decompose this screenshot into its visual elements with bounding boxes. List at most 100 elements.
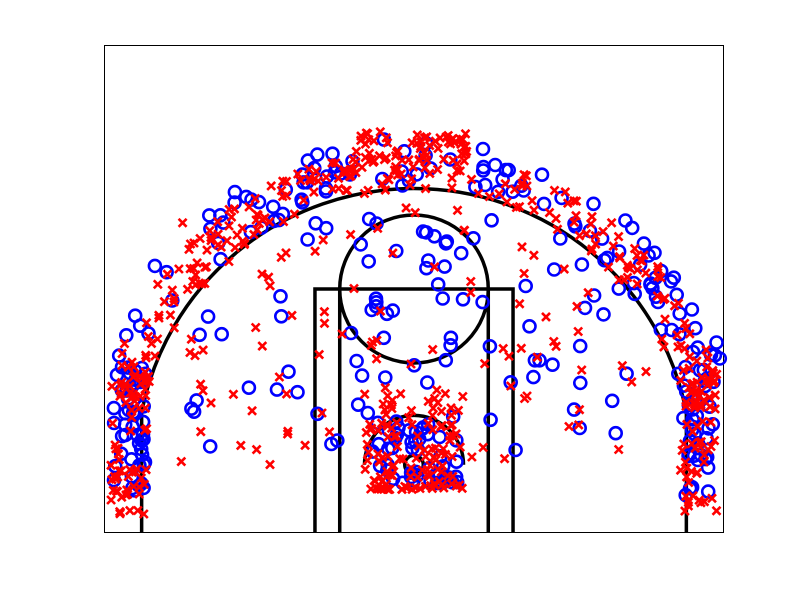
missed-shot-point: [448, 155, 459, 166]
made-shot-point: [482, 338, 498, 354]
made-shot-point: [203, 221, 218, 237]
missed-shot-point: [632, 264, 643, 275]
made-shot-point: [438, 352, 454, 368]
missed-shot-point: [548, 336, 559, 347]
missed-shot-point: [263, 272, 274, 283]
missed-shot-point: [640, 268, 651, 279]
missed-shot-point: [562, 198, 573, 209]
missed-shot-point: [658, 341, 669, 352]
missed-shot-point: [286, 310, 297, 321]
missed-shot-point: [678, 439, 689, 449]
missed-shot-point: [141, 352, 152, 363]
missed-shot-point: [420, 183, 431, 194]
missed-shot-point: [387, 248, 398, 259]
missed-shot-point: [459, 141, 470, 152]
missed-shot-point: [635, 255, 646, 266]
missed-shot-point: [140, 384, 151, 395]
missed-shot-point: [710, 403, 721, 414]
missed-shot-point: [251, 444, 262, 455]
missed-shot-point: [479, 358, 490, 369]
made-shot-point: [118, 405, 133, 421]
missed-shot-point: [146, 338, 157, 349]
missed-shot-point: [276, 252, 287, 263]
missed-shot-point: [250, 193, 261, 204]
missed-shot-point: [521, 181, 532, 191]
missed-shot-point: [660, 314, 670, 325]
missed-shot-point: [572, 301, 582, 312]
missed-shot-point: [587, 244, 597, 255]
missed-shot-point: [125, 387, 136, 398]
made-shot-point: [687, 320, 703, 336]
made-shot-point: [701, 421, 716, 436]
missed-shot-point: [162, 269, 173, 280]
missed-shot-point: [198, 385, 208, 396]
missed-shot-point: [295, 175, 306, 186]
made-shot-point: [526, 369, 541, 385]
missed-shot-point: [446, 182, 457, 193]
missed-shot-point: [195, 379, 206, 390]
missed-shot-point: [350, 156, 361, 167]
missed-shot-point: [598, 226, 609, 237]
made-shot-point: [672, 326, 687, 342]
made-shot-point: [159, 264, 174, 280]
missed-shot-point: [641, 366, 651, 377]
missed-shot-point: [141, 376, 152, 387]
missed-shot-point: [321, 172, 332, 183]
missed-shot-point: [436, 448, 447, 459]
missed-shot-point: [318, 234, 329, 245]
missed-shot-point: [406, 359, 416, 369]
made-shot-point: [611, 281, 627, 296]
missed-shot-point: [614, 274, 625, 285]
made-shot-point: [290, 384, 305, 400]
missed-shot-point: [371, 353, 382, 364]
missed-shot-point: [281, 388, 292, 399]
missed-shot-point: [314, 349, 325, 360]
missed-shot-point: [311, 166, 322, 177]
missed-shot-point: [173, 264, 184, 274]
missed-shot-point: [466, 174, 477, 185]
missed-shot-point: [571, 196, 582, 207]
missed-shot-point: [679, 318, 690, 329]
made-shot-point: [466, 231, 481, 246]
missed-shot-point: [413, 441, 424, 452]
made-shot-point: [599, 250, 615, 266]
missed-shot-point: [359, 389, 370, 400]
missed-shot-point: [319, 306, 330, 317]
made-shot-point: [202, 439, 218, 454]
missed-shot-point: [500, 178, 511, 189]
missed-shot-point: [289, 209, 300, 220]
made-shot-point: [134, 447, 150, 462]
missed-shot-point: [613, 231, 624, 242]
missed-shot-point: [701, 344, 712, 355]
made-shot-point: [361, 211, 377, 227]
missed-shot-point: [466, 452, 477, 462]
missed-shot-point: [707, 493, 717, 504]
missed-shot-point: [195, 426, 206, 437]
missed-shot-point: [381, 152, 392, 163]
made-shot-point: [420, 253, 436, 268]
missed-shot-point: [125, 426, 136, 437]
missed-shot-point: [110, 443, 121, 454]
missed-shot-point: [324, 426, 335, 437]
missed-shot-point: [140, 367, 151, 377]
missed-shot-point: [709, 435, 720, 446]
missed-shot-point: [144, 376, 155, 387]
missed-shot-point: [415, 143, 426, 154]
missed-shot-point: [362, 439, 373, 450]
missed-shot-point: [165, 310, 176, 321]
missed-shot-point: [391, 417, 402, 428]
missed-shot-point: [460, 128, 471, 139]
missed-shot-point: [128, 481, 139, 492]
missed-shot-point: [564, 421, 574, 432]
missed-shot-point: [319, 318, 330, 329]
missed-shot-point: [213, 229, 224, 240]
missed-shot-point: [351, 146, 362, 157]
missed-shot-point: [457, 134, 468, 145]
missed-shot-point: [372, 449, 383, 459]
missed-shot-point: [478, 442, 489, 453]
missed-shot-point: [136, 473, 147, 483]
made-shot-point: [353, 237, 369, 252]
made-shot-point: [189, 393, 204, 408]
missed-shot-point: [277, 176, 288, 187]
missed-shot-point: [107, 418, 118, 429]
